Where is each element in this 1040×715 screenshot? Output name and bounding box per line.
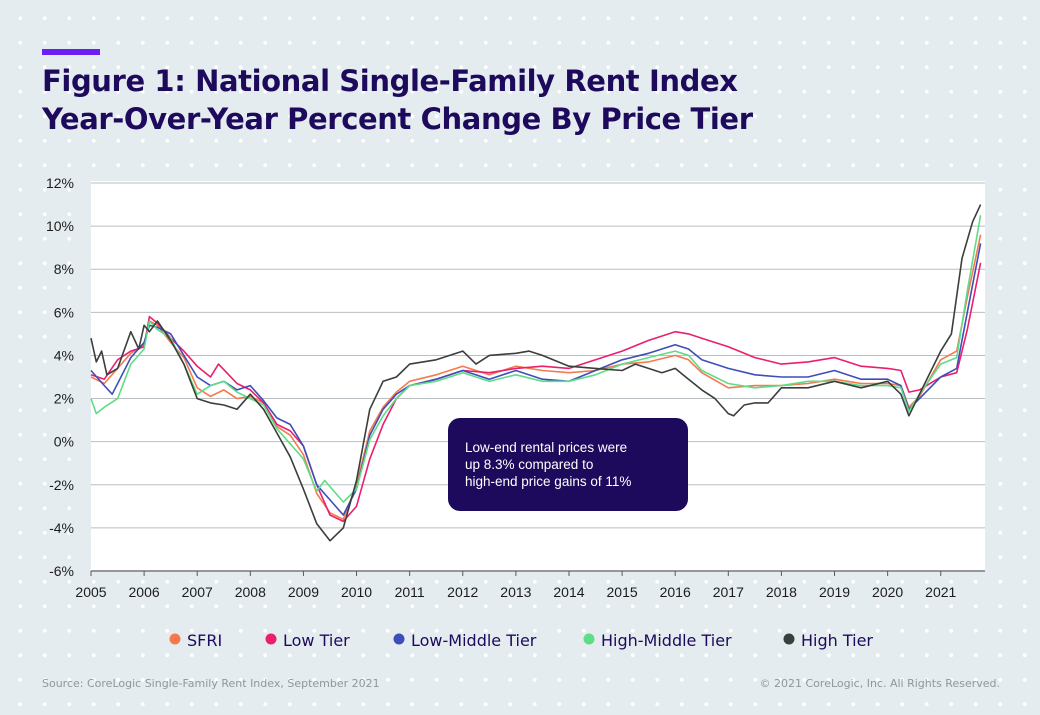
annotation-line-3: high-end price gains of 11% — [465, 474, 631, 489]
legend-marker — [169, 633, 181, 645]
title-accent-bar — [42, 49, 100, 55]
title-line-1: Figure 1: National Single-Family Rent In… — [42, 64, 738, 98]
x-tick-label: 2006 — [129, 584, 160, 600]
title-line-2: Year-Over-Year Percent Change By Price T… — [42, 102, 753, 136]
legend-label: Low Tier — [283, 631, 350, 650]
y-tick-label: 12% — [46, 175, 74, 191]
y-tick-label: 2% — [54, 391, 74, 407]
x-tick-label: 2008 — [235, 584, 266, 600]
x-tick-label: 2015 — [607, 584, 638, 600]
y-tick-label: 6% — [54, 304, 74, 320]
x-tick-label: 2013 — [500, 584, 531, 600]
x-tick-label: 2017 — [713, 584, 744, 600]
series-line — [90, 234, 982, 521]
annotation-line-2: up 8.3% compared to — [465, 457, 593, 472]
x-tick-label: 2011 — [395, 584, 425, 600]
x-axis-ticks: 2005 2006 2007 2008 2009 2010 2011 2012 2013 2014… — [75, 571, 957, 600]
annotation-line-1: Low-end rental prices were — [465, 440, 627, 455]
legend-marker — [583, 633, 595, 645]
legend-item: SFRI — [169, 631, 222, 650]
y-tick-label: 0% — [54, 434, 74, 450]
legend-marker — [393, 633, 405, 645]
page-title: Figure 1: National Single-Family Rent In… — [42, 62, 753, 138]
x-tick-label: 2018 — [766, 584, 797, 600]
chart-legend: SFRI Low Tier Low-Middle Tier High-Middle T… — [169, 631, 873, 650]
x-tick-label: 2020 — [872, 584, 903, 600]
y-tick-label: 10% — [46, 218, 74, 234]
x-tick-label: 2021 — [925, 584, 956, 600]
source-note: Source: CoreLogic Single-Family Rent Ind… — [42, 677, 380, 690]
legend-item: Low Tier — [265, 631, 350, 650]
x-tick-label: 2016 — [660, 584, 691, 600]
copyright-note: © 2021 CoreLogic, Inc. All Rights Reserv… — [759, 677, 1000, 690]
y-tick-label: -6% — [49, 563, 74, 579]
x-tick-label: 2014 — [553, 584, 584, 600]
x-tick-label: 2019 — [819, 584, 850, 600]
y-tick-label: -2% — [49, 477, 74, 493]
legend-item: High-Middle Tier — [583, 631, 732, 650]
legend-label: SFRI — [187, 631, 222, 650]
legend-label: High-Middle Tier — [601, 631, 732, 650]
y-tick-label: -4% — [49, 520, 74, 536]
x-tick-label: 2007 — [182, 584, 213, 600]
annotation-box: Low-end rental prices were up 8.3% compa… — [448, 418, 688, 511]
legend-item: High Tier — [783, 631, 873, 650]
y-tick-label: 8% — [54, 261, 74, 277]
series-line — [90, 243, 982, 516]
legend-marker — [265, 633, 277, 645]
x-tick-label: 2009 — [288, 584, 319, 600]
legend-item: Low-Middle Tier — [393, 631, 537, 650]
series-lines — [90, 204, 982, 542]
x-tick-label: 2010 — [341, 584, 372, 600]
y-axis-ticks: -6% -4% -2% 0% 2% 4% 6% 8% 10% 12% — [46, 175, 74, 579]
legend-label: Low-Middle Tier — [411, 631, 537, 650]
legend-label: High Tier — [801, 631, 873, 650]
legend-marker — [783, 633, 795, 645]
x-tick-label: 2012 — [447, 584, 478, 600]
y-tick-label: 4% — [54, 347, 74, 363]
series-line — [90, 204, 982, 542]
x-tick-label: 2005 — [75, 584, 106, 600]
